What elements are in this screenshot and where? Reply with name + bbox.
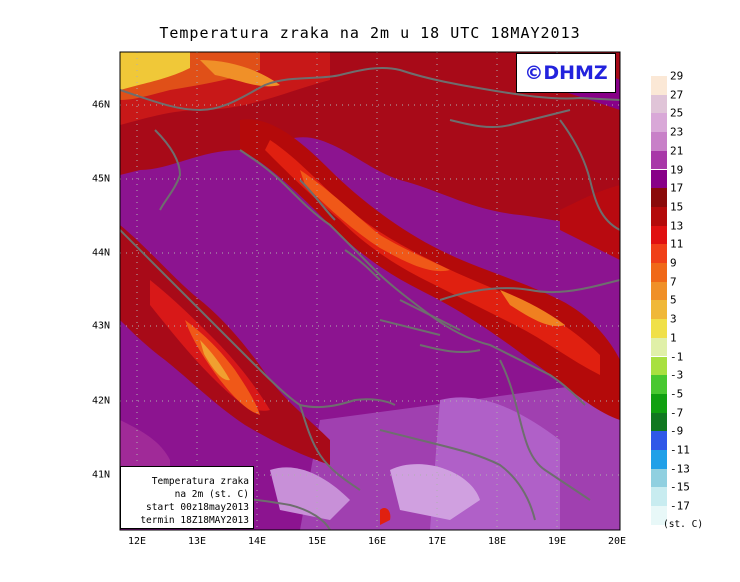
legend-label: 1 bbox=[670, 331, 677, 345]
legend-label: -5 bbox=[670, 387, 684, 401]
legend-label: 5 bbox=[670, 293, 677, 307]
legend-label: 15 bbox=[670, 200, 684, 214]
legend-label: 13 bbox=[670, 219, 684, 233]
legend-swatch bbox=[651, 169, 667, 189]
legend-label: 7 bbox=[670, 275, 677, 289]
legend-label: 29 bbox=[670, 69, 684, 83]
lon-tick-12: 12E bbox=[127, 536, 147, 547]
legend-label: -1 bbox=[670, 350, 684, 363]
lon-tick-15: 15E bbox=[307, 536, 327, 547]
legend-swatch bbox=[651, 393, 667, 413]
coastlines bbox=[120, 66, 620, 530]
legend-swatch bbox=[651, 225, 667, 245]
lon-tick-16: 16E bbox=[367, 536, 387, 547]
lat-tick-43: 43N bbox=[92, 320, 111, 332]
lon-tick-19: 19E bbox=[547, 536, 567, 547]
legend-swatch bbox=[651, 244, 667, 263]
legend-swatch bbox=[651, 487, 667, 507]
legend-label: -3 bbox=[670, 368, 684, 382]
info-line-1: Temperatura zraka bbox=[151, 476, 249, 487]
map-title: Temperatura zraka na 2m u 18 UTC 18MAY20… bbox=[159, 24, 581, 42]
lon-tick-13: 13E bbox=[187, 536, 207, 547]
legend-swatch bbox=[651, 94, 667, 114]
legend-units: (st. C) bbox=[663, 519, 704, 530]
lat-tick-45: 45N bbox=[92, 173, 111, 185]
lat-tick-42: 42N bbox=[92, 395, 111, 407]
map-frame bbox=[119, 51, 621, 531]
legend-label: -11 bbox=[670, 443, 690, 457]
legend-swatch bbox=[651, 263, 667, 282]
info-line-3: start 00z18may2013 bbox=[146, 502, 249, 513]
legend-label: 23 bbox=[670, 125, 684, 139]
legend-label: -15 bbox=[670, 480, 690, 494]
legend-label: 3 bbox=[670, 312, 677, 326]
legend-swatch bbox=[651, 431, 667, 450]
legend-label: -9 bbox=[670, 424, 684, 438]
legend-swatch bbox=[651, 300, 667, 320]
legend-swatch bbox=[651, 319, 667, 338]
legend-swatch bbox=[651, 206, 667, 226]
info-line-2: na 2m (st. C) bbox=[174, 489, 249, 500]
legend-swatch bbox=[651, 506, 667, 525]
legend-swatch bbox=[651, 76, 667, 95]
legend-label: 17 bbox=[670, 181, 684, 195]
lat-tick-46: 46N bbox=[92, 99, 111, 111]
info-box: Temperatura zraka na 2m (st. C) start 00… bbox=[120, 466, 254, 529]
info-line-4: termin 18Z18MAY2013 bbox=[140, 515, 249, 526]
legend-label: -13 bbox=[670, 462, 690, 476]
legend-label: -17 bbox=[670, 499, 690, 513]
legend-swatch bbox=[651, 113, 667, 133]
lon-tick-14: 14E bbox=[247, 536, 267, 547]
legend-label: 19 bbox=[670, 163, 684, 176]
legend-swatch bbox=[651, 468, 667, 488]
legend-swatch bbox=[651, 375, 667, 394]
alps-cold-spot bbox=[120, 52, 190, 90]
legend-swatch bbox=[651, 356, 667, 376]
lon-tick-18: 18E bbox=[487, 536, 507, 547]
italy-land bbox=[120, 225, 330, 465]
legend-swatch bbox=[651, 412, 667, 432]
legend-swatch bbox=[651, 281, 667, 301]
legend-label: 11 bbox=[670, 237, 684, 251]
lon-tick-20: 20E bbox=[607, 536, 627, 547]
legend-swatch bbox=[651, 150, 667, 170]
legend-label: -7 bbox=[670, 406, 684, 420]
legend-label: 27 bbox=[670, 88, 684, 102]
legend-label: 25 bbox=[670, 106, 684, 120]
lat-tick-44: 44N bbox=[92, 247, 111, 259]
legend-swatch bbox=[651, 337, 667, 357]
lon-tick-17: 17E bbox=[427, 536, 447, 547]
legend-swatch bbox=[651, 132, 667, 151]
legend-swatch bbox=[651, 450, 667, 469]
lat-tick-41: 41N bbox=[92, 469, 111, 481]
legend-swatch bbox=[651, 188, 667, 207]
dhmz-logo: ©DHMZ bbox=[516, 53, 616, 93]
legend-label: 21 bbox=[670, 144, 684, 158]
legend-label: 9 bbox=[670, 256, 677, 270]
